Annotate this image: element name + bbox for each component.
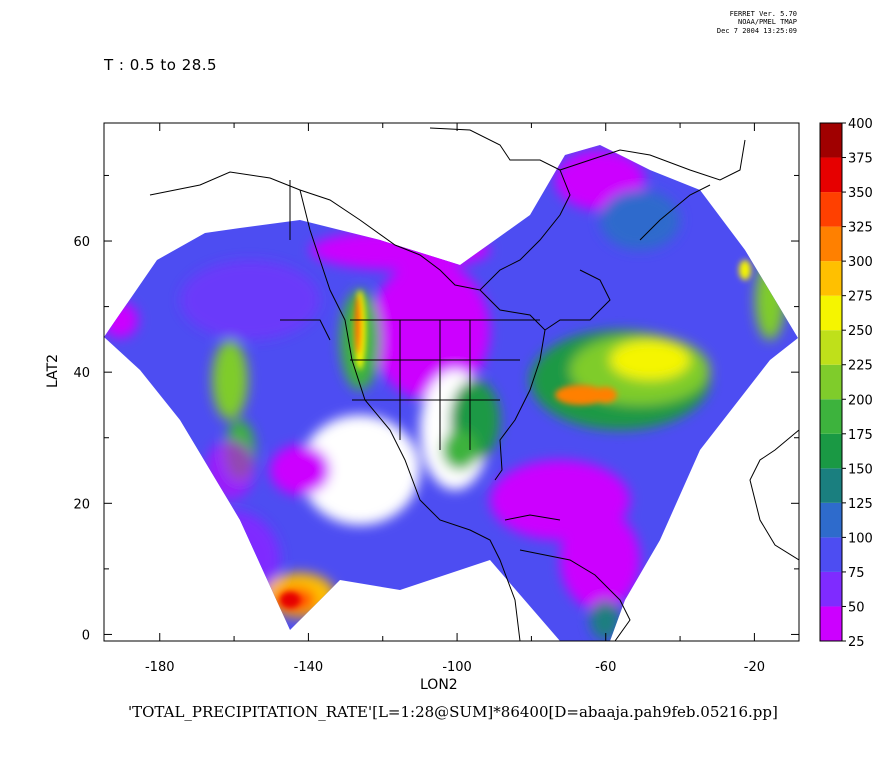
plot-area <box>104 127 799 641</box>
colorbar-swatch <box>820 606 842 641</box>
ferret-org: NOAA/PMEL TMAP <box>737 18 797 26</box>
y-axis-label: LAT2 <box>45 353 61 388</box>
y-tick-label: 40 <box>73 366 90 381</box>
colorbar-label: 125 <box>848 497 873 512</box>
colorbar-label: 175 <box>848 428 873 443</box>
colorbar-label: 200 <box>848 393 873 408</box>
colorbar-swatch <box>820 157 842 193</box>
colorbar-label: 375 <box>848 152 873 167</box>
colorbar-label: 400 <box>848 117 873 132</box>
colorbar-swatch <box>820 433 842 469</box>
colorbar-label: 300 <box>848 255 873 270</box>
colorbar-swatch <box>820 123 842 158</box>
y-tick-label: 60 <box>73 235 90 250</box>
colorbar-label: 325 <box>848 221 873 236</box>
x-tick-label: -20 <box>744 660 765 675</box>
colorbar-label: 250 <box>848 324 873 339</box>
colorbar-label: 350 <box>848 186 873 201</box>
colorbar-swatch <box>820 571 842 607</box>
y-tick-label: 20 <box>73 497 90 512</box>
x-axis: -180 -140 -100 -60 -20 <box>145 123 765 675</box>
colorbar-swatch <box>820 192 842 227</box>
colorbar-swatch <box>820 502 842 538</box>
colorbar-swatch <box>820 399 842 434</box>
precip-field <box>104 145 798 641</box>
ferret-version: FERRET Ver. 5.70 <box>729 10 797 18</box>
colorbar-label: 150 <box>848 462 873 477</box>
colorbar-swatch <box>820 330 842 365</box>
colorbar-label: 25 <box>848 635 865 650</box>
x-tick-label: -60 <box>595 660 616 675</box>
time-range-label: T : 0.5 to 28.5 <box>104 56 218 74</box>
plot-frame <box>103 122 800 642</box>
x-tick-label: -180 <box>145 660 175 675</box>
colorbar-swatch <box>820 364 842 400</box>
colorbar-label: 75 <box>848 566 865 581</box>
x-tick-label: -140 <box>294 660 324 675</box>
colorbar-swatch <box>820 468 842 503</box>
colorbar: 25 50 75 100 125 150 175 200 225 250 275 300 325 350 3… <box>819 117 873 650</box>
colorbar-swatch <box>820 261 842 296</box>
x-tick-label: -100 <box>442 660 472 675</box>
plot-timestamp: Dec 7 2004 13:25:09 <box>716 27 797 35</box>
colorbar-frame <box>819 122 843 642</box>
colorbar-swatch <box>820 295 842 331</box>
colorbar-swatch <box>820 226 842 262</box>
colorbar-label: 50 <box>848 600 865 615</box>
colorbar-label: 100 <box>848 531 873 546</box>
plot-caption: 'TOTAL_PRECIPITATION_RATE'[L=1:28@SUM]*8… <box>128 703 778 721</box>
coastlines <box>149 127 799 641</box>
colorbar-label: 225 <box>848 359 873 374</box>
colorbar-label: 275 <box>848 290 873 305</box>
x-axis-label: LON2 <box>420 677 458 693</box>
y-tick-label: 0 <box>82 628 90 643</box>
y-axis: 0 20 40 60 <box>73 174 799 643</box>
colorbar-swatch <box>820 537 842 572</box>
